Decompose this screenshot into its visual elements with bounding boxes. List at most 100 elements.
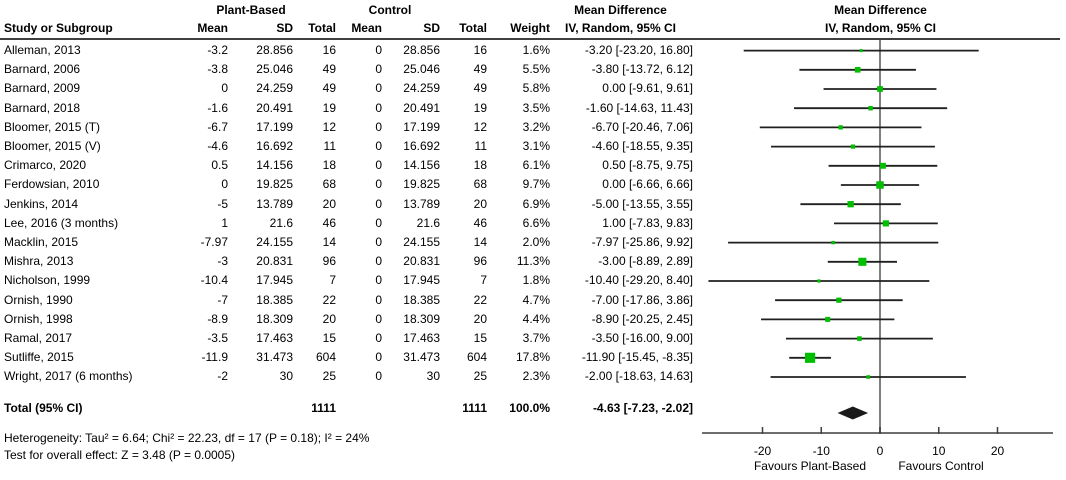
- pb-mean-cell: -10.4: [200, 273, 228, 288]
- study-row: Macklin, 2015 -7.97 24.155 14 0 24.155 14 2.0% -…: [0, 233, 700, 252]
- total-label: Total (95% CI): [4, 401, 83, 415]
- study-row: Ramal, 2017 -3.5 17.463 15 0 17.463 15 3.7% -3.5…: [0, 329, 700, 348]
- study-column-header: Study or Subgroup: [4, 21, 113, 35]
- study-row: Barnard, 2009 0 24.259 49 0 24.259 49 5.8% 0.00 …: [0, 79, 700, 98]
- control-total-cell: 15: [473, 331, 487, 345]
- study-name-cell: Bloomer, 2015 (V): [4, 139, 101, 153]
- pb-total-cell: 14: [322, 235, 336, 249]
- point-estimate-marker: [868, 105, 873, 111]
- md-ci-cell: -3.80 [-13.72, 6.12]: [591, 62, 693, 77]
- study-row: Barnard, 2006 -3.8 25.046 49 0 25.046 49 5.5% -3…: [0, 60, 700, 79]
- control-sd-cell: 20.491: [403, 100, 440, 115]
- heterogeneity-text: Heterogeneity: Tau² = 6.64; Chi² = 22.23…: [4, 431, 370, 445]
- pb-mean-header: Mean: [197, 21, 228, 35]
- control-sd-cell: 18.385: [403, 292, 440, 307]
- point-estimate-marker: [838, 125, 843, 130]
- point-estimate-marker: [859, 49, 863, 53]
- axis-tick-label: -20: [754, 444, 772, 458]
- study-name-cell: Ornish, 1990: [4, 292, 73, 307]
- pb-total-header: Total: [308, 21, 336, 35]
- weight-cell: 6.1%: [522, 158, 550, 173]
- control-sd-cell: 25.046: [403, 62, 440, 77]
- pb-sd-cell: 21.6: [269, 215, 293, 230]
- study-row: Bloomer, 2015 (V) -4.6 16.692 11 0 16.692 11 3.…: [0, 137, 700, 156]
- md-ci-cell: -3.50 [-16.00, 9.00]: [591, 331, 693, 345]
- control-total-cell: 25: [473, 369, 487, 384]
- weight-cell: 6.9%: [522, 196, 550, 211]
- control-sd-cell: 30: [426, 369, 440, 384]
- control-total-cell: 46: [473, 215, 487, 230]
- study-name-cell: Ferdowsian, 2010: [4, 177, 100, 192]
- md-ci-cell: 0.00 [-6.66, 6.66]: [602, 177, 693, 192]
- control-mean-cell: 0: [375, 100, 382, 115]
- weight-cell: 1.8%: [522, 273, 550, 288]
- md-column-header-line2: IV, Random, 95% CI: [565, 21, 676, 35]
- control-mean-header: Mean: [351, 21, 382, 35]
- control-mean-cell: 0: [375, 254, 382, 269]
- point-estimate-marker: [817, 279, 821, 283]
- plot-header-line2: IV, Random, 95% CI: [825, 21, 936, 35]
- study-row: Sutliffe, 2015 -11.9 31.473 604 0 31.473 604 17…: [0, 348, 700, 367]
- total-control-n: 1111: [462, 401, 487, 415]
- md-ci-cell: -7.00 [-17.86, 3.86]: [591, 292, 693, 307]
- pb-mean-cell: -8.9: [207, 311, 228, 326]
- pb-total-cell: 25: [322, 369, 336, 384]
- control-total-cell: 20: [473, 196, 487, 211]
- pb-mean-cell: -7.97: [200, 235, 228, 249]
- pb-sd-cell: 14.156: [256, 158, 293, 173]
- md-ci-cell: -6.70 [-20.46, 7.06]: [591, 119, 693, 134]
- md-ci-cell: -3.20 [-23.20, 16.80]: [584, 43, 693, 57]
- control-sd-cell: 28.856: [403, 43, 440, 57]
- pb-total-cell: 18: [322, 158, 336, 173]
- study-name-cell: Barnard, 2009: [4, 81, 81, 96]
- study-row: Barnard, 2018 -1.6 20.491 19 0 20.491 19 3.5% -1…: [0, 99, 700, 118]
- pb-sd-cell: 16.692: [256, 139, 293, 153]
- axis-tick-label: 20: [991, 444, 1005, 458]
- pb-mean-cell: -4.6: [207, 139, 228, 153]
- favours-left-label: Favours Plant-Based: [754, 459, 866, 473]
- study-name-cell: Macklin, 2015: [4, 235, 79, 249]
- control-total-cell: 14: [473, 235, 487, 249]
- control-sd-cell: 14.156: [403, 158, 440, 173]
- study-name-cell: Jenkins, 2014: [4, 196, 79, 211]
- pb-total-cell: 7: [329, 273, 336, 288]
- study-row: Bloomer, 2015 (T) -6.7 17.199 12 0 17.199 12 3.…: [0, 118, 700, 137]
- study-name-cell: Crimarco, 2020: [4, 158, 87, 173]
- study-row: Ferdowsian, 2010 0 19.825 68 0 19.825 68 9.7% 0.…: [0, 175, 700, 194]
- weight-cell: 6.6%: [522, 215, 550, 230]
- pb-sd-cell: 17.463: [256, 331, 293, 345]
- control-mean-cell: 0: [375, 331, 382, 345]
- favours-right-label: Favours Control: [898, 459, 983, 473]
- pb-mean-cell: 0.5: [211, 158, 228, 173]
- md-ci-cell: -5.00 [-13.55, 3.55]: [591, 196, 693, 211]
- group-header-plant-based: Plant-Based: [216, 3, 286, 17]
- pb-total-cell: 49: [322, 62, 336, 77]
- md-ci-cell: -4.60 [-18.55, 9.35]: [591, 139, 693, 153]
- point-estimate-marker: [866, 375, 871, 379]
- weight-column-header: Weight: [510, 21, 550, 35]
- weight-cell: 2.0%: [522, 235, 550, 249]
- control-sd-cell: 13.789: [403, 196, 440, 211]
- study-name-cell: Nicholson, 1999: [4, 273, 91, 288]
- overall-effect-text: Test for overall effect: Z = 3.48 (P = 0…: [4, 448, 236, 462]
- pb-sd-cell: 24.259: [256, 81, 293, 96]
- md-ci-cell: -7.97 [-25.86, 9.92]: [591, 235, 693, 249]
- study-row: Wright, 2017 (6 months) -2 30 25 0 30 25 2.3% -2…: [0, 367, 700, 386]
- control-total-cell: 20: [473, 311, 487, 326]
- pb-total-cell: 604: [315, 350, 336, 365]
- md-column-header-line1: Mean Difference: [574, 3, 667, 17]
- md-ci-cell: 0.50 [-8.75, 9.75]: [602, 158, 693, 173]
- pb-mean-cell: -6.7: [207, 119, 228, 134]
- pb-sd-cell: 18.309: [256, 311, 293, 326]
- point-estimate-marker: [847, 201, 854, 208]
- control-sd-cell: 19.825: [403, 177, 440, 192]
- axis-tick-label: 10: [932, 444, 946, 458]
- weight-cell: 4.4%: [522, 311, 550, 326]
- pb-mean-cell: 0: [221, 177, 228, 192]
- control-total-cell: 22: [473, 292, 487, 307]
- study-row: Nicholson, 1999 -10.4 17.945 7 0 17.945 7 1.8% -…: [0, 271, 700, 290]
- control-mean-cell: 0: [375, 119, 382, 134]
- pb-total-cell: 20: [322, 311, 336, 326]
- md-ci-cell: -10.40 [-29.20, 8.40]: [584, 273, 693, 288]
- study-row: Lee, 2016 (3 months) 1 21.6 46 0 21.6 46 6.6% 1.…: [0, 214, 700, 233]
